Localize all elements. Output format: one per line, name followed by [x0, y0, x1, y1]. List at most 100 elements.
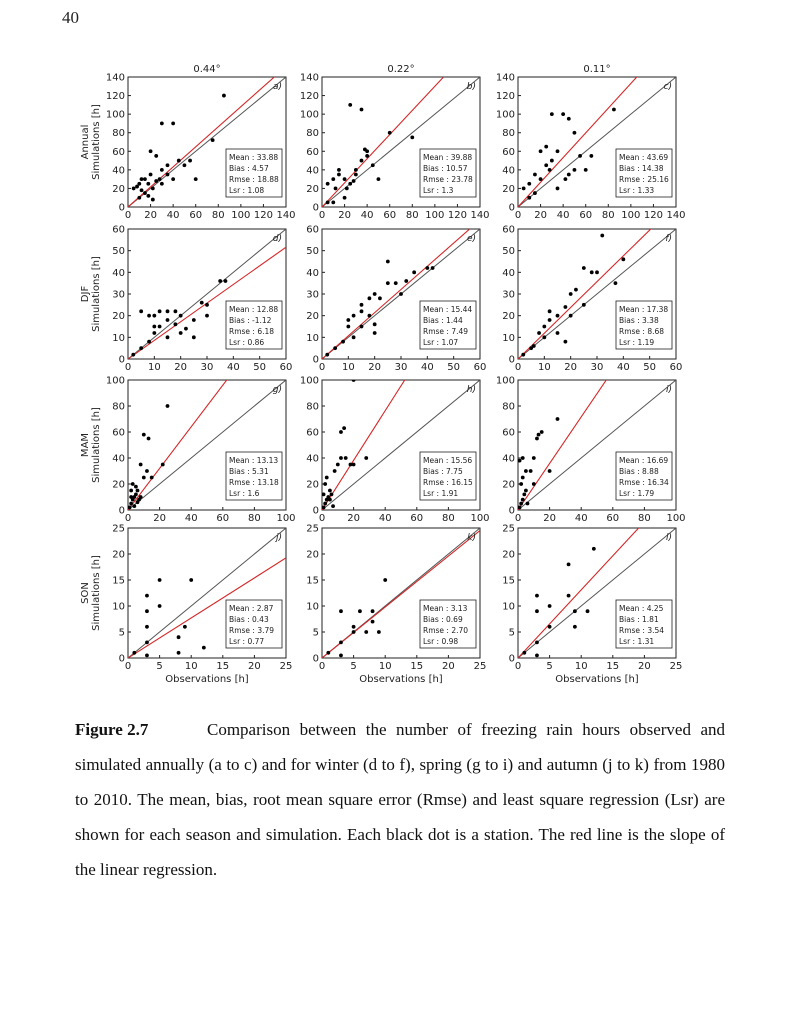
- station-point: [131, 352, 136, 357]
- panel-label: f): [665, 234, 672, 244]
- station-point: [132, 650, 137, 655]
- station-point: [337, 167, 341, 172]
- regression-line: [128, 380, 228, 510]
- station-point: [335, 462, 340, 467]
- stats-text: Lsr : 1.31: [619, 637, 654, 646]
- station-point: [346, 318, 351, 322]
- station-point: [521, 186, 526, 191]
- station-point: [555, 186, 560, 191]
- station-point: [538, 177, 543, 182]
- x-tick-label: 10: [379, 661, 392, 672]
- x-tick-label: 80: [212, 210, 225, 221]
- y-axis-label: Simulations [h]: [91, 407, 102, 483]
- stats-text: Bias : 8.88: [619, 467, 659, 476]
- regression-line: [518, 77, 638, 207]
- stats-text: Lsr : 1.91: [423, 489, 458, 498]
- x-tick-label: 20: [543, 513, 556, 524]
- station-point: [145, 609, 149, 614]
- stats-text: Lsr : 1.3: [423, 186, 454, 195]
- y-tick-label: 30: [112, 290, 125, 301]
- station-point: [520, 475, 525, 480]
- station-point: [385, 259, 390, 264]
- station-point: [176, 650, 181, 655]
- station-point: [143, 191, 147, 195]
- regression-line: [518, 229, 652, 359]
- station-point: [536, 432, 541, 437]
- station-point: [531, 344, 536, 348]
- station-point: [353, 167, 358, 172]
- identity-line: [518, 380, 676, 510]
- x-tick-label: 5: [350, 661, 356, 672]
- x-tick-label: 60: [216, 513, 229, 524]
- station-point: [139, 309, 144, 314]
- station-point: [184, 326, 188, 331]
- station-point: [600, 233, 605, 238]
- station-point: [527, 195, 532, 200]
- stats-text: Mean : 4.25: [619, 604, 664, 613]
- station-point: [145, 469, 149, 473]
- stats-box: [615, 451, 673, 501]
- x-tick-label: 30: [395, 362, 408, 373]
- stats-text: Lsr : 1.79: [619, 489, 654, 498]
- y-tick-label: 0: [509, 654, 515, 665]
- y-tick-label: 80: [306, 402, 319, 413]
- stats-box: [419, 300, 477, 350]
- station-point: [348, 181, 353, 186]
- station-point: [529, 346, 534, 351]
- x-tick-label: 80: [602, 210, 615, 221]
- x-tick-label: 100: [276, 513, 295, 524]
- y-tick-label: 0: [119, 654, 125, 665]
- y-tick-label: 60: [502, 147, 515, 158]
- stats-text: Rmse : 18.88: [229, 175, 279, 184]
- panel-label: e): [467, 234, 476, 244]
- x-tick-label: 20: [534, 210, 547, 221]
- y-axis-label: Simulations [h]: [91, 256, 102, 332]
- y-tick-label: 0: [313, 654, 319, 665]
- y-tick-label: 140: [106, 73, 125, 84]
- stats-text: Rmse : 25.16: [619, 175, 669, 184]
- y-tick-label: 20: [112, 184, 125, 195]
- station-point: [595, 270, 599, 275]
- stats-text: Lsr : 1.33: [619, 186, 654, 195]
- station-point: [359, 158, 364, 163]
- x-tick-label: 15: [606, 661, 619, 672]
- station-point: [157, 604, 162, 608]
- y-axis-label: MAM: [80, 433, 91, 457]
- stats-text: Rmse : 7.49: [423, 327, 468, 336]
- regression-line: [518, 380, 607, 510]
- x-tick-label: 20: [442, 661, 455, 672]
- station-point: [139, 177, 144, 182]
- station-point: [351, 462, 356, 467]
- plot-area: [128, 77, 286, 207]
- station-point: [147, 339, 151, 344]
- y-tick-label: 30: [502, 290, 515, 301]
- station-point: [171, 177, 176, 182]
- station-point: [339, 456, 343, 460]
- x-tick-label: 40: [557, 210, 570, 221]
- station-point: [591, 546, 596, 551]
- x-tick-label: 0: [125, 661, 131, 672]
- station-point: [359, 302, 364, 307]
- x-tick-label: 5: [156, 661, 162, 672]
- x-tick-label: 20: [347, 513, 360, 524]
- station-point: [333, 346, 338, 351]
- stats-text: Lsr : 1.6: [229, 489, 260, 498]
- stats-text: Rmse : 6.18: [229, 327, 274, 336]
- stats-text: Lsr : 0.98: [423, 637, 458, 646]
- stats-box: [419, 148, 477, 198]
- x-tick-label: 100: [425, 210, 444, 221]
- x-tick-label: 0: [319, 210, 325, 221]
- station-point: [359, 107, 364, 112]
- station-point: [134, 484, 138, 489]
- stats-text: Bias : 14.38: [619, 164, 664, 173]
- station-point: [193, 177, 198, 182]
- stats-box: [419, 451, 477, 501]
- x-tick-label: 80: [442, 513, 455, 524]
- x-tick-label: 15: [410, 661, 423, 672]
- y-tick-label: 0: [313, 506, 319, 517]
- x-tick-label: 5: [546, 661, 552, 672]
- y-tick-label: 15: [306, 576, 319, 587]
- station-point: [527, 181, 532, 186]
- stats-text: Rmse : 16.15: [423, 478, 473, 487]
